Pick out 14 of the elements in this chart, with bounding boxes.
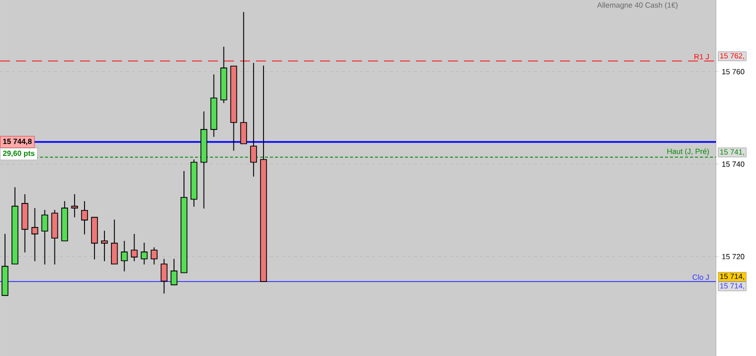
candlestick bbox=[160, 258, 168, 294]
candlestick bbox=[150, 246, 158, 265]
candlestick bbox=[240, 12, 248, 144]
candlestick bbox=[170, 258, 178, 286]
candlestick bbox=[120, 240, 128, 272]
candlestick bbox=[140, 242, 148, 265]
candlestick bbox=[101, 230, 108, 262]
candlestick bbox=[250, 62, 257, 178]
candlestick bbox=[110, 219, 118, 264]
candlestick bbox=[81, 200, 88, 235]
candlestick bbox=[41, 209, 48, 265]
candlestick bbox=[130, 233, 138, 262]
candlestick bbox=[71, 194, 78, 218]
candlestick bbox=[31, 208, 38, 262]
